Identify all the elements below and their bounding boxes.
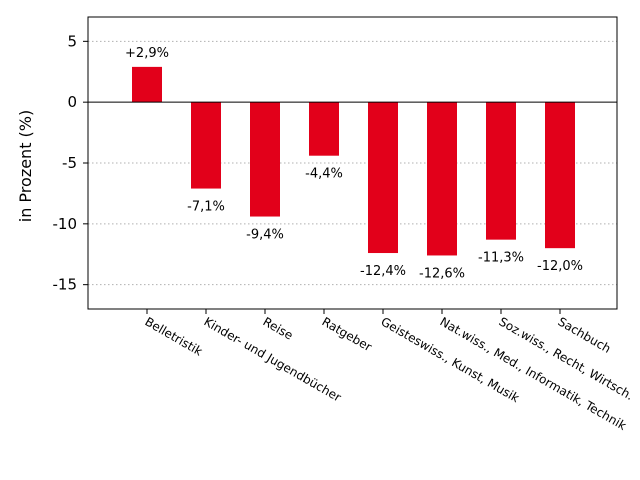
data-label: -4,4%	[305, 167, 343, 182]
y-tick-label: 0	[67, 93, 77, 111]
data-label: -9,4%	[246, 228, 284, 243]
data-labels: +2,9% -7,1% -9,4% -4,4% -12,4% -12,6% -11,3% -1…	[125, 46, 583, 282]
bar	[368, 102, 398, 254]
data-label: -12,4%	[360, 264, 406, 279]
y-tick-label: 5	[67, 32, 77, 50]
data-label: -12,0%	[537, 259, 583, 274]
data-label: -11,3%	[478, 251, 524, 266]
x-tick-label: Ratgeber	[320, 314, 375, 354]
data-label: -7,1%	[187, 200, 225, 215]
x-tick-label: Belletristik	[143, 314, 205, 358]
bar	[427, 102, 457, 256]
y-axis-ticks: 5 0 -5 -10 -15	[53, 32, 88, 294]
gridlines	[88, 40, 617, 286]
bar	[191, 102, 221, 189]
bars	[132, 66, 575, 256]
data-label: +2,9%	[125, 46, 169, 61]
y-axis-label: in Prozent (%)	[16, 110, 35, 222]
bar	[309, 102, 339, 156]
bar	[132, 66, 162, 103]
y-tick-label: -5	[62, 154, 77, 172]
y-tick-label: -10	[53, 215, 78, 233]
bar	[486, 102, 516, 240]
x-tick-label: Reise	[261, 314, 296, 342]
y-tick-label: -15	[53, 276, 78, 294]
data-label: -12,6%	[419, 266, 465, 281]
bar	[545, 102, 575, 249]
bar	[250, 102, 280, 217]
